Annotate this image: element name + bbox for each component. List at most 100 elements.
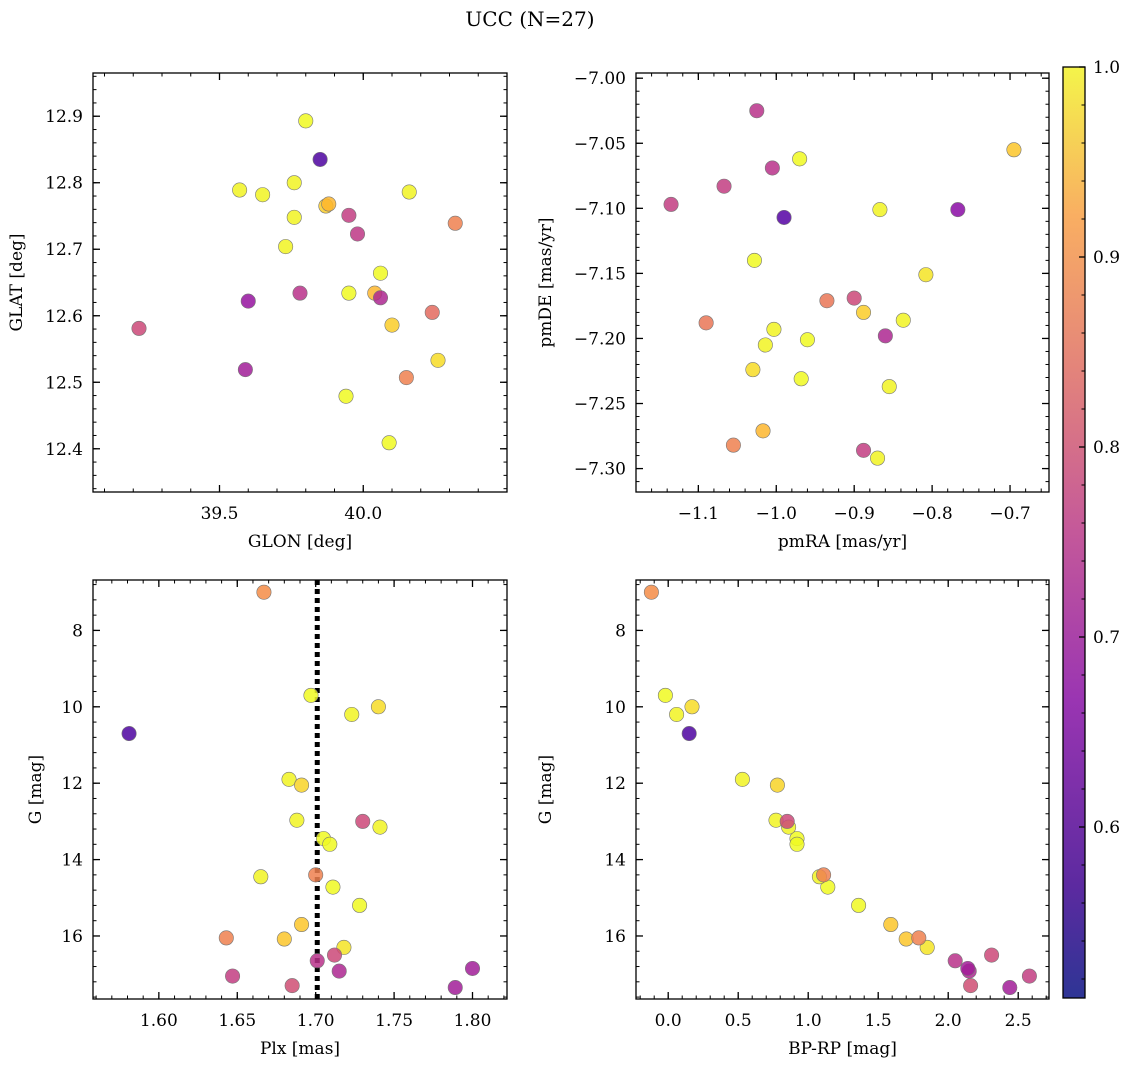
data-point [716, 178, 732, 194]
data-point [341, 285, 357, 301]
y-tick-label: −7.05 [574, 134, 626, 154]
data-point [911, 930, 927, 946]
data-point [381, 435, 397, 451]
data-point [856, 304, 872, 320]
data-point [984, 947, 1000, 963]
data-point [131, 320, 147, 336]
data-point [746, 252, 762, 268]
x-axis-label: GLON [deg] [248, 532, 352, 552]
data-point [237, 362, 253, 378]
y-tick-label: 12.9 [45, 107, 83, 127]
panel-3: 1.60 1.65 1.70 1.75 1.80 8 10 12 14 16 Plx [mas] G … [26, 579, 508, 1059]
y-tick-label: 12 [604, 774, 626, 794]
figure-title: UCC (N=27) [465, 7, 594, 31]
data-point [669, 706, 685, 722]
data-point [255, 187, 271, 203]
data-point [286, 175, 302, 191]
x-tick-label: −1.1 [678, 504, 719, 524]
data-point [218, 930, 234, 946]
y-axis-label: G [mag] [26, 755, 46, 824]
x-axis-label: BP-RP [mag] [788, 1039, 897, 1059]
data-point [331, 963, 347, 979]
data-point [918, 267, 934, 283]
x-tick-label: 1.0 [795, 1011, 822, 1031]
y-tick-label: 10 [604, 698, 626, 718]
x-tick-label: 0.0 [655, 1011, 682, 1031]
plot-frame [92, 72, 508, 493]
data-point [256, 584, 272, 600]
y-tick-label: −7.00 [574, 69, 626, 89]
data-point [745, 362, 761, 378]
plot-frame [635, 72, 1050, 493]
colorbar-tick-label: 0.6 [1093, 818, 1120, 838]
x-tick-label: 1.65 [218, 1011, 256, 1031]
data-point [303, 687, 319, 703]
data-point [344, 706, 360, 722]
data-point [681, 726, 697, 742]
data-point [1021, 968, 1037, 984]
data-point [372, 265, 388, 281]
data-point [325, 879, 341, 895]
colorbar-tick-label: 0.8 [1093, 438, 1120, 458]
data-point [294, 777, 310, 793]
data-point [872, 202, 888, 218]
data-point [232, 182, 248, 198]
data-point [312, 151, 328, 167]
data-point [284, 978, 300, 994]
x-tick-label: 39.5 [201, 504, 239, 524]
y-tick-label: 12.8 [45, 174, 83, 194]
data-point [919, 939, 935, 955]
colorbar-tick-label: 1.0 [1093, 58, 1120, 78]
data-point [349, 226, 365, 242]
data-point [870, 450, 886, 466]
data-point [430, 352, 446, 368]
x-tick-label: 1.75 [375, 1011, 413, 1031]
data-point [856, 442, 872, 458]
y-tick-label: −7.30 [574, 460, 626, 480]
data-point [851, 897, 867, 913]
data-point [725, 437, 741, 453]
x-axis-label: Plx [mas] [260, 1039, 340, 1059]
y-tick-label: −7.15 [574, 264, 626, 284]
data-point [769, 777, 785, 793]
y-tick-label: 12 [61, 774, 83, 794]
data-point [321, 196, 337, 212]
data-point [663, 196, 679, 212]
y-tick-label: 16 [604, 927, 626, 947]
panel-2: −1.1 −1.0 −0.9 −0.8 −0.7 −7.30 −7.25 −7.20 −7.15… [536, 69, 1050, 552]
data-point [643, 584, 659, 600]
data-point [757, 337, 773, 353]
y-tick-label: 14 [61, 851, 83, 871]
colorbar: 1.0 0.9 0.8 0.7 0.6 [1062, 58, 1120, 999]
data-point [240, 293, 256, 309]
data-point [789, 836, 805, 852]
panel-4: 0.0 0.5 1.0 1.5 2.0 2.5 8 10 12 14 16 BP-RP [mag] G … [536, 579, 1050, 1059]
data-point [372, 290, 388, 306]
data-point [792, 151, 808, 167]
y-tick-label: 12.6 [45, 307, 83, 327]
y-tick-label: 12.4 [45, 440, 83, 460]
data-point [883, 917, 899, 933]
data-point [289, 812, 305, 828]
x-axis-label: pmRA [mas/yr] [778, 532, 907, 552]
data-point [1002, 980, 1018, 996]
data-point [877, 328, 893, 344]
data-point [734, 771, 750, 787]
colorbar-tick-label: 0.7 [1093, 628, 1120, 648]
data-point [278, 239, 294, 255]
data-point [372, 819, 388, 835]
data-point [684, 699, 700, 715]
data-point [424, 304, 440, 320]
data-point [322, 836, 338, 852]
data-point [1006, 142, 1022, 158]
data-point [799, 332, 815, 348]
data-point [898, 931, 914, 947]
x-tick-label: 0.5 [725, 1011, 752, 1031]
y-tick-label: −7.25 [574, 395, 626, 415]
data-point [950, 202, 966, 218]
data-point [308, 867, 324, 883]
data-point [286, 209, 302, 225]
data-point [294, 917, 310, 933]
data-point [447, 980, 463, 996]
